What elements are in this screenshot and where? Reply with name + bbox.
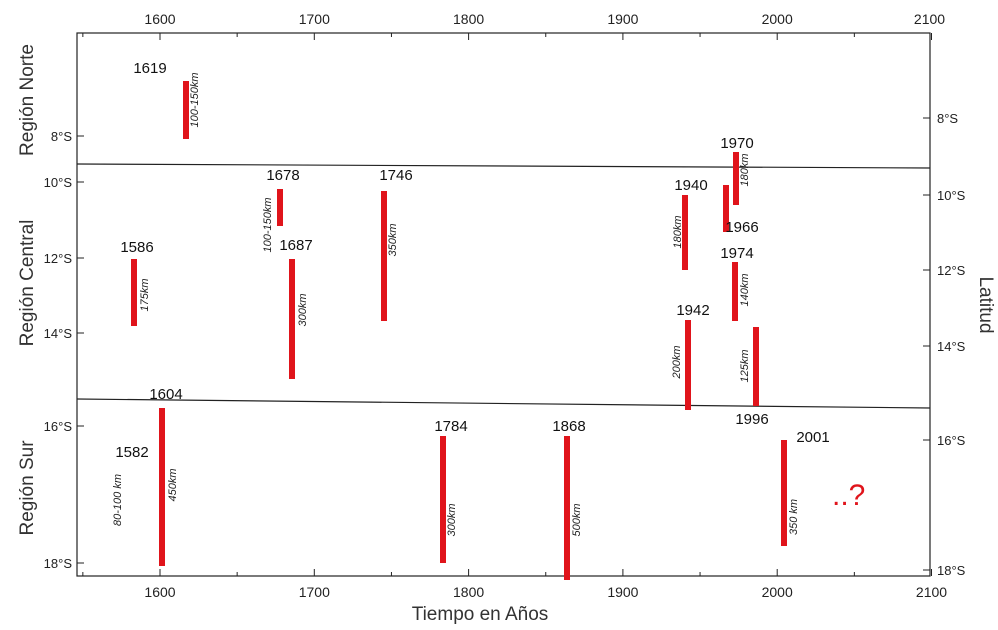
y-tick-label-left-8°S: 8°S	[51, 129, 72, 144]
x-tick-label-top-1700: 1700	[299, 11, 330, 27]
rupture-bar-1940	[682, 195, 688, 270]
rupture-bar-1996	[753, 327, 759, 406]
rupture-year-label-1687: 1687	[279, 237, 312, 254]
rupture-year-label-1942: 1942	[676, 302, 709, 319]
x-tick-label-top-2000: 2000	[762, 11, 793, 27]
rupture-bar-1619	[183, 81, 189, 139]
plot-frame	[76, 32, 931, 577]
x-tick-label-top-1800: 1800	[453, 11, 484, 27]
rupture-length-label-1582: 80-100 km	[112, 474, 124, 526]
rupture-bar-1586	[131, 259, 137, 326]
x-tick-label-bottom-1800: 1800	[453, 584, 484, 600]
rupture-bar-1970	[733, 152, 739, 205]
y-tick-label-left-18°S: 18°S	[44, 556, 73, 571]
rupture-length-label-1604: 450km	[167, 468, 179, 501]
rupture-year-label-1678: 1678	[266, 167, 299, 184]
axes-layer: 1600 1600 1700 1700 1800 1800 1900 1900 2000 2000…	[44, 11, 966, 600]
rupture-length-label-1996: 125km	[739, 349, 751, 382]
x-tick-label-bottom-1900: 1900	[607, 584, 638, 600]
y-tick-label-right-16°S: 16°S	[937, 433, 966, 448]
y-tick-label-left-16°S: 16°S	[44, 419, 73, 434]
labels-layer: 1619100-150km1970180km19661678100-150km1…	[112, 60, 830, 537]
question-annotation: ..?	[832, 479, 865, 512]
rupture-bar-1746	[381, 191, 387, 321]
latitude-axis-title: Latitud	[975, 276, 996, 333]
rupture-bar-1942	[685, 320, 691, 410]
rupture-year-label-1582: 1582	[115, 444, 148, 461]
x-tick-label-bottom-1600: 1600	[144, 584, 175, 600]
rupture-bar-1868	[564, 436, 570, 580]
y-tick-label-left-14°S: 14°S	[44, 326, 73, 341]
rupture-bar-1604	[159, 408, 165, 517]
rupture-bar-2001	[781, 440, 787, 546]
y-tick-label-right-18°S: 18°S	[937, 563, 966, 578]
y-tick-label-right-12°S: 12°S	[937, 263, 966, 278]
rupture-year-label-2001: 2001	[796, 429, 829, 446]
region-label-north: Región Norte	[17, 44, 38, 156]
rupture-length-label-1687: 300km	[297, 293, 309, 326]
x-tick-label-bottom-1700: 1700	[299, 584, 330, 600]
region-divider-south	[76, 398, 931, 409]
rupture-bar-1784	[440, 436, 446, 563]
region-label-central: Región Central	[17, 220, 38, 347]
rupture-length-label-1619: 100-150km	[189, 72, 201, 127]
rupture-bar-1974	[732, 262, 738, 321]
region-label-south: Región Sur	[17, 440, 38, 536]
rupture-length-label-1974: 140km	[739, 273, 751, 306]
rupture-bar-1678	[277, 189, 283, 226]
rupture-length-label-1970: 180km	[739, 153, 751, 186]
x-tick-label-bottom-2100: 2100	[916, 584, 947, 600]
rupture-length-label-2001: 350 km	[788, 499, 800, 535]
region-divider-north	[76, 163, 931, 169]
rupture-bar-1687	[289, 259, 295, 379]
rupture-length-label-1868: 500km	[571, 503, 583, 536]
x-tick-label-bottom-2000: 2000	[762, 584, 793, 600]
rupture-year-label-1996: 1996	[735, 411, 768, 428]
y-tick-label-left-12°S: 12°S	[44, 251, 73, 266]
x-tick-label-top-2100: 2100	[914, 11, 945, 27]
x-axis-title: Tiempo en Años	[412, 604, 549, 625]
rupture-year-label-1970: 1970	[720, 135, 753, 152]
rupture-year-label-1940: 1940	[674, 177, 707, 194]
y-tick-label-right-10°S: 10°S	[937, 188, 966, 203]
rupture-year-label-1619: 1619	[133, 60, 166, 77]
rupture-year-label-1868: 1868	[552, 418, 585, 435]
rupture-length-label-1942: 200km	[671, 345, 683, 379]
x-tick-label-top-1900: 1900	[607, 11, 638, 27]
rupture-year-label-1604: 1604	[149, 386, 182, 403]
rupture-year-label-1966: 1966	[725, 219, 758, 236]
bars-layer	[131, 81, 787, 580]
rupture-bar-1966	[723, 185, 729, 232]
y-tick-label-left-10°S: 10°S	[44, 175, 73, 190]
rupture-year-label-1974: 1974	[720, 245, 753, 262]
rupture-bar-1582	[159, 517, 165, 566]
rupture-length-label-1678: 100-150km	[262, 197, 274, 252]
y-tick-label-right-8°S: 8°S	[937, 111, 958, 126]
y-tick-label-right-14°S: 14°S	[937, 339, 966, 354]
rupture-length-label-1746: 350km	[387, 223, 399, 256]
rupture-length-label-1784: 300km	[446, 503, 458, 536]
x-tick-label-top-1600: 1600	[144, 11, 175, 27]
rupture-length-label-1586: 175km	[139, 278, 151, 311]
rupture-year-label-1746: 1746	[379, 167, 412, 184]
rupture-length-label-1940: 180km	[672, 215, 684, 248]
rupture-year-label-1784: 1784	[434, 418, 467, 435]
rupture-year-label-1586: 1586	[120, 239, 153, 256]
